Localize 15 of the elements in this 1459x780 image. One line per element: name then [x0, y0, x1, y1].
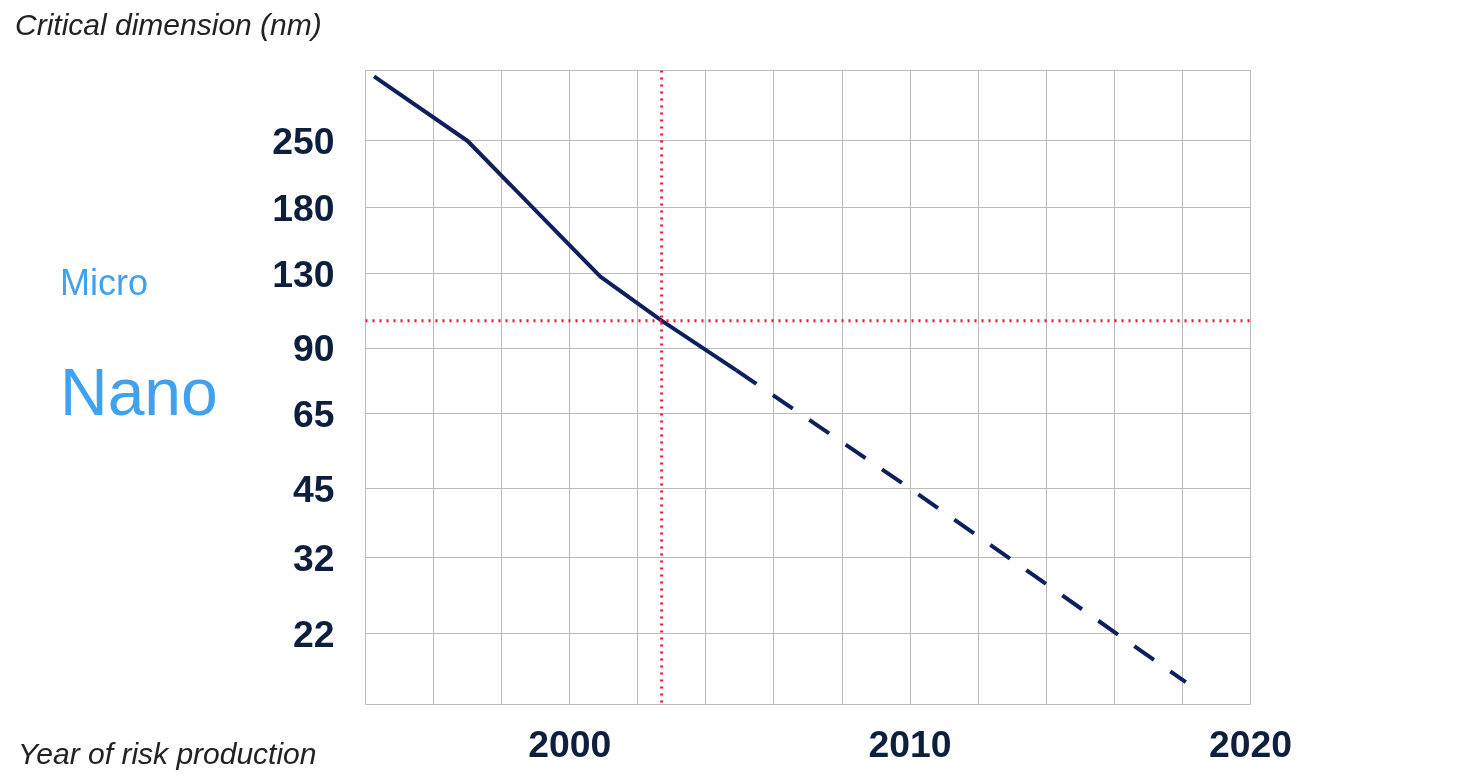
y-tick-label: 22: [292, 612, 335, 655]
y-tick-label: 90: [292, 327, 335, 370]
y-tick-label: 32: [292, 536, 335, 579]
x-tick-label: 2020: [1208, 722, 1293, 765]
text: Micro: [60, 261, 148, 305]
x-axis-title: Year of risk production: [18, 736, 317, 772]
y-axis-title: Critical dimension (nm): [15, 7, 322, 43]
text: Nano: [60, 354, 218, 431]
x-tick-label: 2010: [868, 722, 952, 765]
y-tick-label: 65: [292, 392, 335, 435]
y-tick-label: 45: [292, 467, 335, 510]
y-tick-label: 180: [272, 186, 335, 229]
y-tick-label: 130: [272, 252, 335, 295]
y-tick-label: 250: [272, 119, 335, 162]
x-tick-label: 2000: [528, 722, 612, 765]
